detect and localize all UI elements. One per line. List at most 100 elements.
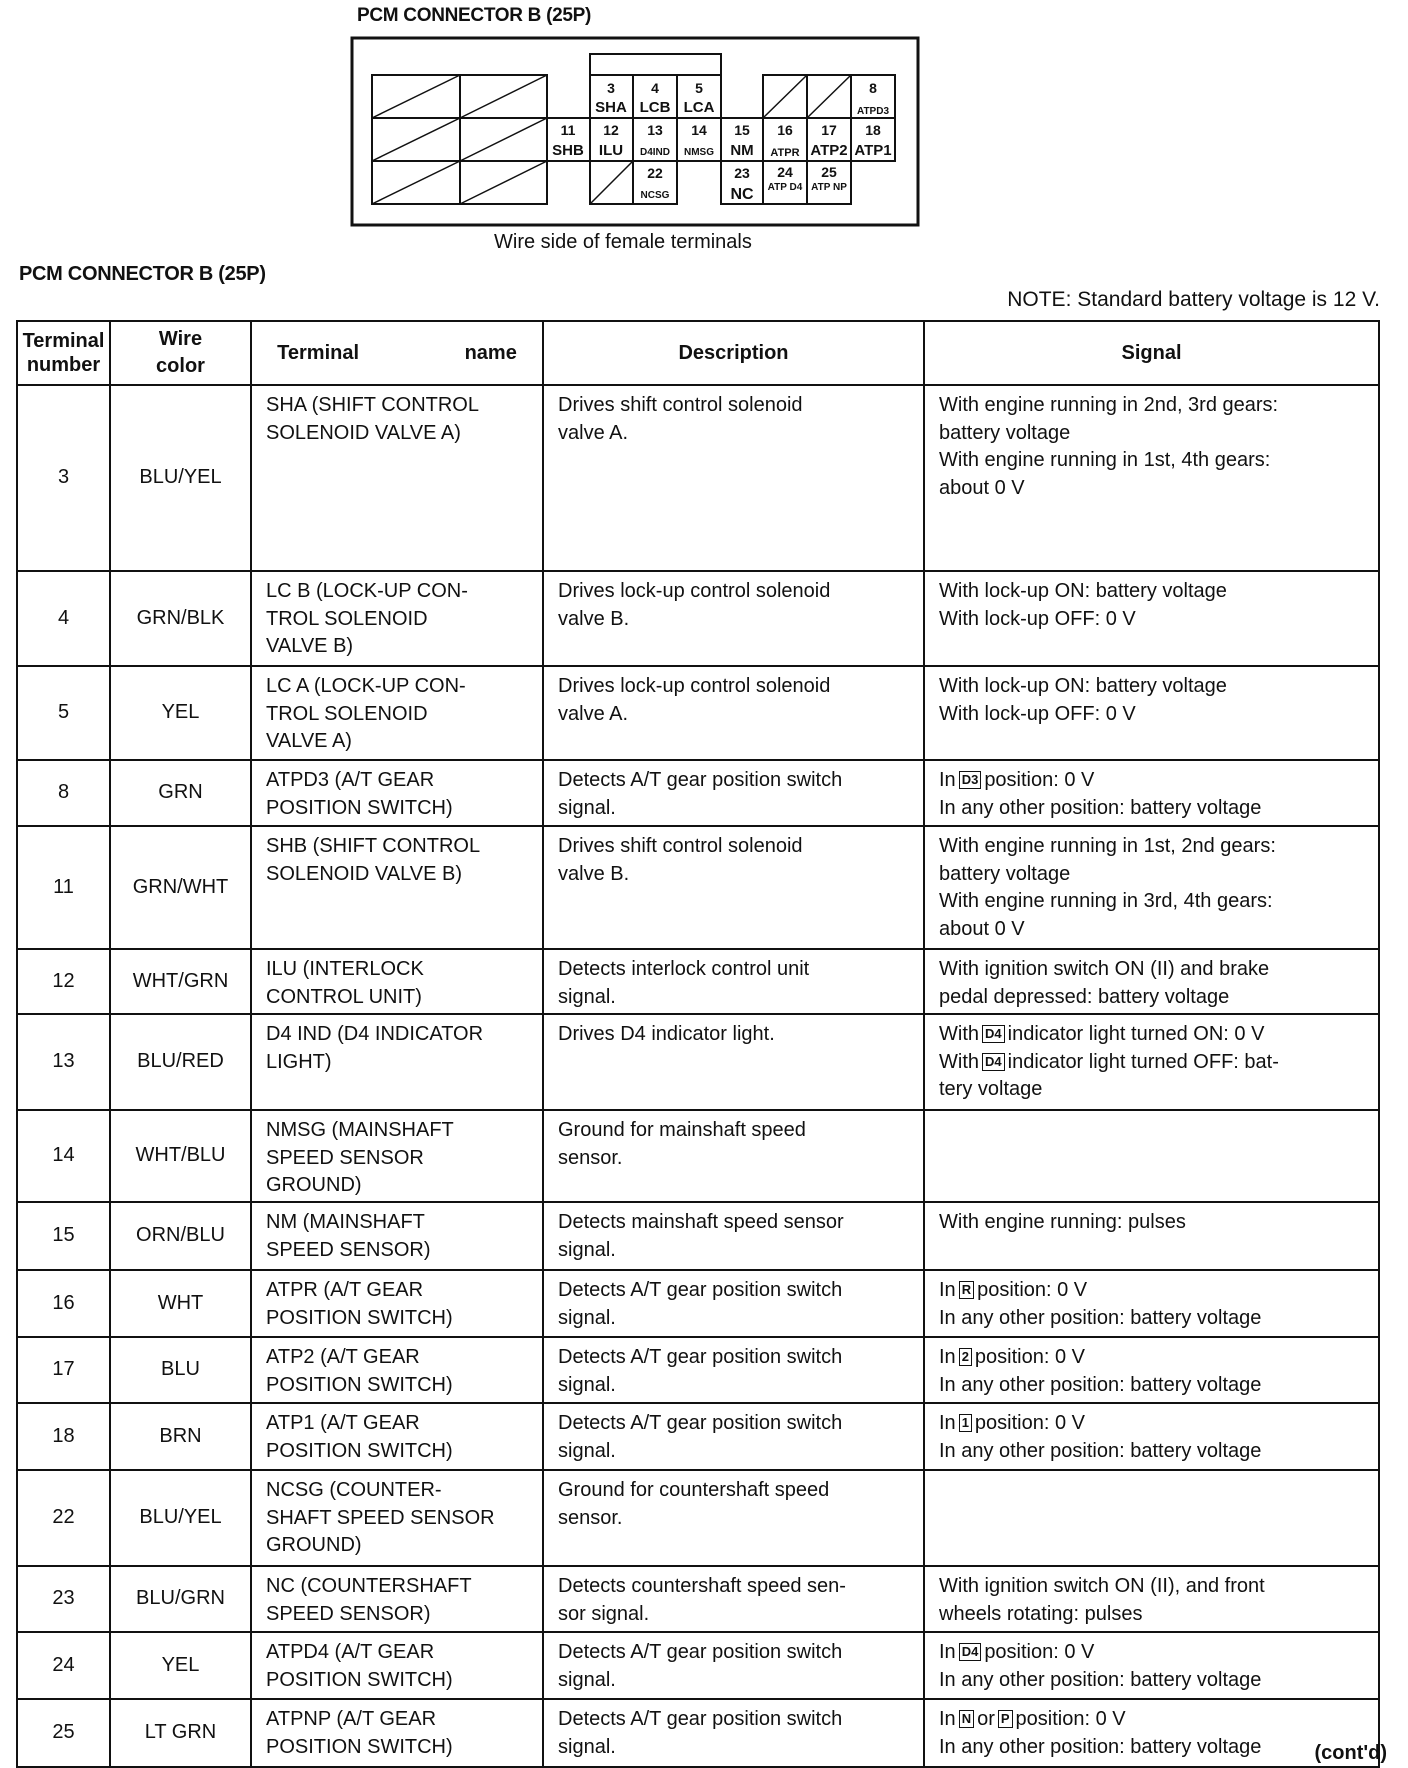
name-line: CONTROL UNIT): [266, 985, 422, 1008]
signal: With lock-up ON: battery voltage With loc…: [925, 667, 1378, 759]
table-row: 16 WHT ATPR (A/T GEAR POSITION SWITCH) Detec…: [18, 1271, 1378, 1338]
terminal-22-label: NCSG: [641, 190, 670, 201]
description-line: Detects A/T gear position switch: [558, 1641, 843, 1663]
terminal-11-label: SHB: [552, 142, 584, 159]
name-line: POSITION SWITCH): [266, 1668, 453, 1691]
wire-color: BLU: [111, 1338, 252, 1402]
terminal-14-label: NMSG: [684, 147, 714, 158]
description-line: Detects A/T gear position switch: [558, 769, 843, 791]
section-title: PCM CONNECTOR B (25P): [19, 263, 266, 285]
terminal-name: LC A (LOCK-UP CON- TROL SOLENOID VALVE A): [252, 667, 544, 759]
signal-line: With engine running in 2nd, 3rd gears:: [939, 392, 1364, 420]
signal-text: With lock-up ON: battery voltage: [939, 675, 1227, 697]
description-line: Detects A/T gear position switch: [558, 1708, 843, 1730]
name-line: ATPD3 (A/T GEAR: [266, 769, 435, 791]
wire-color: BLU/GRN: [111, 1567, 252, 1631]
terminal-number: 3: [18, 386, 111, 570]
signal-line: about 0 V: [939, 475, 1364, 503]
terminal-24-num: 24: [777, 164, 793, 180]
description: Ground for countershaft speed sensor.: [544, 1471, 925, 1565]
terminal-3-label: SHA: [595, 99, 627, 116]
name-line: LIGHT): [266, 1050, 332, 1073]
wire-color: WHT/BLU: [111, 1111, 252, 1201]
terminal-11-num: 11: [561, 122, 576, 138]
signal-text: pedal depressed: battery voltage: [939, 985, 1230, 1008]
name-line: SHAFT SPEED SENSOR: [266, 1506, 495, 1529]
signal-text: tery voltage: [939, 1078, 1043, 1100]
signal-text: With lock-up ON: battery voltage: [939, 580, 1227, 602]
name-line: POSITION SWITCH): [266, 1735, 453, 1758]
description-line: signal.: [558, 1439, 616, 1462]
table-row: 25 LT GRN ATPNP (A/T GEAR POSITION SWITCH) D…: [18, 1700, 1378, 1766]
name-line: SOLENOID VALVE A): [266, 421, 461, 444]
signal-line: In any other position: battery voltage: [939, 1305, 1364, 1333]
signal-line: With engine running in 1st, 4th gears:: [939, 447, 1364, 475]
description: Detects countershaft speed sen-sor signa…: [544, 1567, 925, 1631]
connector-frame: [350, 36, 920, 227]
terminal-14-num: 14: [691, 122, 707, 138]
description-line: signal.: [558, 1306, 616, 1329]
name-line: LC A (LOCK-UP CON-: [266, 675, 466, 697]
signal: [925, 1471, 1378, 1565]
table-row: 17 BLU ATP2 (A/T GEAR POSITION SWITCH) Detec…: [18, 1338, 1378, 1404]
name-line: NM (MAINSHAFT: [266, 1211, 425, 1233]
terminal-name: ILU (INTERLOCK CONTROL UNIT): [252, 950, 544, 1013]
name-line: SHA (SHIFT CONTROL: [266, 394, 479, 416]
description: Detects A/T gear position switch signal.: [544, 1338, 925, 1402]
wire-color: BLU/YEL: [111, 1471, 252, 1565]
name-line: NC (COUNTERSHAFT: [266, 1575, 472, 1597]
signal-text: In: [939, 1708, 956, 1730]
table-row: 15 ORN/BLU NM (MAINSHAFT SPEED SENSOR) Detec…: [18, 1203, 1378, 1271]
name-line: TROL SOLENOID: [266, 607, 428, 630]
signal-line: In any other position: battery voltage: [939, 1372, 1364, 1400]
description-line: Detects A/T gear position switch: [558, 1412, 843, 1434]
name-line: ATP2 (A/T GEAR: [266, 1346, 420, 1368]
terminal-number: 17: [18, 1338, 111, 1402]
header-description: Description: [544, 322, 925, 384]
description-line: Drives D4 indicator light.: [558, 1023, 775, 1045]
terminal-17-label: ATP2: [810, 142, 847, 159]
signal-line: In any other position: battery voltage: [939, 1438, 1364, 1466]
signal-line: With ignition switch ON (II) and brake: [939, 956, 1364, 984]
name-line: POSITION SWITCH): [266, 1373, 453, 1396]
terminal-23-num: 23: [734, 165, 750, 181]
name-line: ATPNP (A/T GEAR: [266, 1708, 437, 1730]
blank-cavity-hatch: [371, 74, 548, 205]
wire-color: YEL: [111, 1633, 252, 1698]
diagram-caption: Wire side of female terminals: [494, 231, 752, 253]
name-line: D4 IND (D4 INDICATOR: [266, 1023, 484, 1045]
position-symbol: D3: [958, 771, 982, 789]
wire-color: YEL: [111, 667, 252, 759]
name-line: ATPD4 (A/T GEAR: [266, 1641, 435, 1663]
table-row: 13 BLU/RED D4 IND (D4 INDICATOR LIGHT) Drive…: [18, 1015, 1378, 1111]
signal-text: With engine running in 1st, 4th gears:: [939, 449, 1271, 471]
terminal-number: 22: [18, 1471, 111, 1565]
signal-line: With D4 indicator light turned OFF: bat-: [939, 1049, 1364, 1077]
terminal-8-label: ATPD3: [857, 106, 889, 117]
signal-line: In any other position: battery voltage: [939, 1667, 1364, 1695]
signal-text: With engine running in 2nd, 3rd gears:: [939, 394, 1279, 416]
signal-text: position: 0 V: [984, 1641, 1095, 1663]
signal-text: battery voltage: [939, 862, 1071, 885]
name-line: ATPR (A/T GEAR: [266, 1279, 424, 1301]
terminal-name: NMSG (MAINSHAFT SPEED SENSOR GROUND): [252, 1111, 544, 1201]
signal: With D4 indicator light turned ON: 0 V With…: [925, 1015, 1378, 1109]
signal-text: With: [939, 1050, 979, 1073]
position-symbol: 2: [958, 1348, 972, 1366]
signal-line: In any other position: battery voltage: [939, 1734, 1364, 1762]
position-symbol: D4: [982, 1025, 1005, 1043]
name-line: ATP1 (A/T GEAR: [266, 1412, 420, 1434]
signal-line: With engine running in 1st, 2nd gears:: [939, 833, 1364, 861]
signal: In 2 position: 0 V In any other position: b…: [925, 1338, 1378, 1402]
name-line: ILU (INTERLOCK: [266, 958, 424, 980]
terminal-name: ATP1 (A/T GEAR POSITION SWITCH): [252, 1404, 544, 1469]
terminal-number: 8: [18, 761, 111, 825]
signal-text: position: 0 V: [974, 1412, 1085, 1434]
header-signal: Signal: [1121, 341, 1182, 364]
position-symbol: 1: [958, 1414, 972, 1432]
table-row: 24 YEL ATPD4 (A/T GEAR POSITION SWITCH) Dete…: [18, 1633, 1378, 1700]
terminal-name: ATPNP (A/T GEAR POSITION SWITCH): [252, 1700, 544, 1766]
terminal-15-num: 15: [734, 122, 750, 138]
signal-line: In D3 position: 0 V: [939, 767, 1364, 795]
